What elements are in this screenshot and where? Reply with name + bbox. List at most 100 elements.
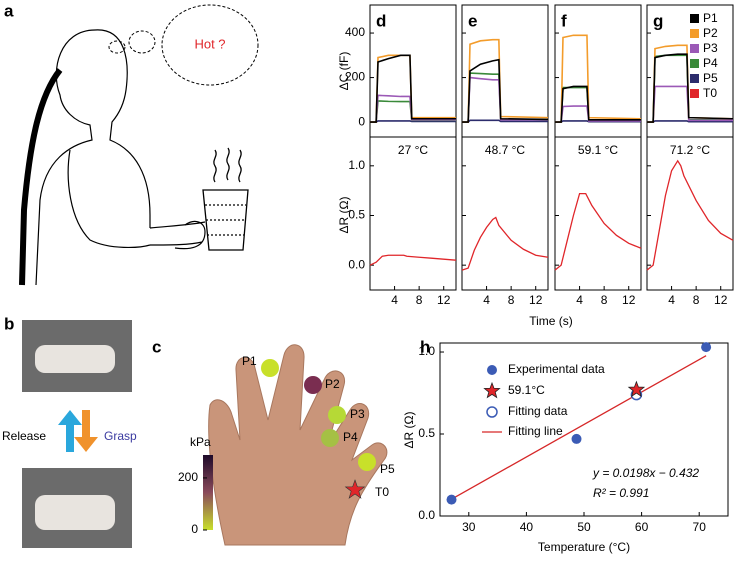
x-tick-label: 4 [391, 293, 398, 307]
illustration-cup [202, 147, 249, 251]
legend-marker [486, 406, 498, 418]
panel-label: f [561, 11, 567, 30]
x-tick-label: 8 [693, 293, 700, 307]
capacitance-line [647, 120, 733, 123]
capacitance-line [462, 76, 548, 123]
x-tick-label: 40 [520, 520, 534, 534]
legend-label: P4 [703, 56, 718, 70]
panel-label: d [376, 11, 386, 30]
x-tick-label: 4 [483, 293, 490, 307]
resistance-line [461, 216, 549, 271]
x-tick-label: 4 [576, 293, 583, 307]
colorbar-tick-label: 200 [178, 470, 198, 484]
panel-label: e [468, 11, 477, 30]
x-tick-label: 12 [714, 293, 728, 307]
y-tick-label: 200 [345, 70, 365, 84]
sensor-label: P5 [380, 462, 395, 476]
legend-swatch [690, 59, 699, 68]
legend-label: 59.1°C [508, 383, 545, 397]
legend-label: P3 [703, 41, 718, 55]
sensor-label: P3 [350, 407, 365, 421]
capacitance-line [370, 120, 456, 123]
panel-label: c [152, 337, 161, 356]
resistance-line [646, 159, 734, 271]
x-tick-label: 8 [416, 293, 423, 307]
photo-hand [35, 345, 115, 373]
sensor-point [321, 429, 339, 447]
legend-swatch [690, 44, 699, 53]
x-tick-label: 12 [622, 293, 636, 307]
capacitance-line [555, 34, 642, 123]
x-tick-label: 8 [601, 293, 608, 307]
sensor-label: P4 [343, 430, 358, 444]
y-tick-label: 0.0 [418, 508, 435, 522]
panel-label: h [420, 337, 430, 356]
colorbar-tick-label: 0 [191, 522, 198, 536]
resistance-line [554, 192, 642, 271]
panel-label: g [653, 11, 663, 30]
colorbar-title: kPa [190, 435, 211, 449]
axes-frame [369, 136, 457, 291]
y-tick-label: 0.0 [348, 257, 365, 271]
legend-swatch [690, 29, 699, 38]
axes-frame [554, 136, 642, 291]
star-point [627, 380, 646, 398]
temperature-label: 71.2 °C [670, 143, 710, 157]
legend-label: T0 [703, 86, 717, 100]
axes-frame [461, 136, 549, 291]
x-tick-label: 70 [693, 520, 707, 534]
capacitance-line [370, 54, 456, 123]
sensor-label: P1 [242, 354, 257, 368]
temperature-label: 59.1 °C [578, 143, 618, 157]
y-tick-label: 0.5 [418, 426, 435, 440]
legend-marker [487, 365, 497, 375]
capacitance-line [462, 72, 549, 123]
y-tick-label: 0.5 [348, 208, 365, 222]
capacitance-line [647, 53, 734, 123]
x-axis-label: Temperature (°C) [538, 540, 630, 554]
sensor-label: P2 [325, 377, 340, 391]
x-tick-label: 60 [635, 520, 649, 534]
capacitance-line [462, 58, 549, 123]
sensor-label: T0 [375, 485, 389, 499]
fit-annotation: R² = 0.991 [593, 486, 649, 500]
capacitance-line [555, 85, 641, 123]
legend-label: Experimental data [508, 362, 605, 376]
legend-label: Fitting line [508, 424, 563, 438]
temperature-label: 48.7 °C [485, 143, 525, 157]
x-tick-label: 12 [529, 293, 543, 307]
x-tick-label: 4 [668, 293, 675, 307]
arrow-down [74, 410, 98, 452]
x-tick-label: 12 [437, 293, 451, 307]
temperature-label: 27 °C [398, 143, 428, 157]
grasp-label: Grasp [104, 429, 137, 443]
data-point [571, 433, 582, 444]
sensor-point [304, 376, 322, 394]
capacitance-line [462, 38, 549, 123]
x-tick-label: 30 [462, 520, 476, 534]
thought-bubbles [108, 4, 259, 86]
axes-frame [646, 136, 734, 291]
photo-hand [35, 495, 115, 530]
x-axis-label: Time (s) [529, 314, 573, 328]
sensor-star [344, 479, 366, 499]
x-tick-label: 50 [577, 520, 591, 534]
capacitance-line [370, 54, 456, 123]
sensor-point [261, 359, 279, 377]
arrow-up [58, 410, 82, 452]
data-point [446, 494, 457, 505]
release-label: Release [2, 429, 46, 443]
y-tick-label: 1.0 [418, 344, 435, 358]
y-axis-label: ΔR (Ω) [337, 197, 351, 234]
y-axis-label: ΔR (Ω) [402, 412, 416, 449]
legend-swatch [690, 14, 699, 23]
panel-label: a [4, 1, 14, 20]
y-axis-label: ΔC (fF) [337, 52, 351, 91]
panel-label: b [4, 314, 14, 333]
legend-swatch [690, 74, 699, 83]
legend-label: P5 [703, 71, 718, 85]
legend-swatch [690, 89, 699, 98]
sensor-point [328, 406, 346, 424]
capacitance-line [555, 86, 641, 123]
